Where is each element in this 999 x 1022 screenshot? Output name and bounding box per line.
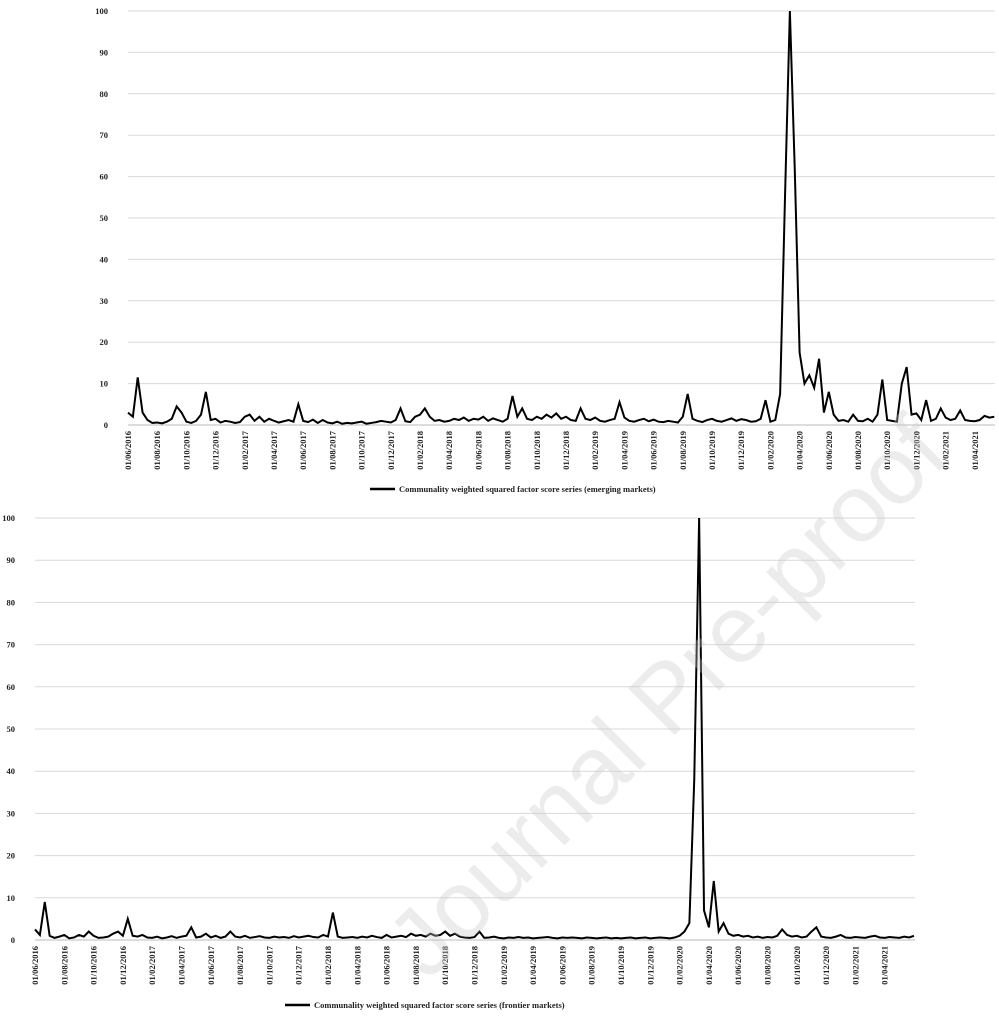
x-tick-label: 01/06/2016 <box>123 431 133 470</box>
x-tick-label: 01/02/2020 <box>675 946 685 985</box>
x-tick-label: 01/02/2018 <box>415 431 425 470</box>
y-tick-label: 40 <box>7 766 16 776</box>
x-tick-label: 01/10/2019 <box>616 946 626 985</box>
x-tick-label: 01/04/2018 <box>444 431 454 470</box>
x-tick-label: 01/12/2018 <box>561 431 571 470</box>
x-tick-label: 01/06/2019 <box>649 431 659 470</box>
x-tick-label: 01/08/2018 <box>411 946 421 985</box>
x-tick-label: 01/08/2017 <box>235 945 245 984</box>
x-tick-label: 01/12/2017 <box>294 945 304 984</box>
x-tick-label: 01/02/2017 <box>147 945 157 984</box>
y-tick-label: 20 <box>100 337 109 347</box>
x-tick-label: 01/08/2019 <box>678 431 688 470</box>
x-tick-label: 01/12/2018 <box>470 946 480 985</box>
x-tick-label: 01/06/2018 <box>473 431 483 470</box>
x-tick-label: 01/04/2017 <box>177 945 187 984</box>
x-tick-label: 01/12/2016 <box>211 431 221 470</box>
x-tick-label: 01/10/2018 <box>440 946 450 985</box>
x-tick-label: 01/10/2016 <box>89 946 99 985</box>
y-tick-label: 0 <box>104 420 108 430</box>
y-tick-label: 10 <box>100 379 109 389</box>
legend-label: Communality weighted squared factor scor… <box>314 1000 565 1010</box>
x-tick-label: 01/02/2017 <box>240 430 250 469</box>
y-tick-label: 100 <box>95 6 108 16</box>
y-tick-label: 30 <box>100 296 109 306</box>
x-tick-label: 01/12/2019 <box>736 431 746 470</box>
y-tick-label: 50 <box>7 724 16 734</box>
x-tick-label: 01/04/2020 <box>795 431 805 470</box>
x-tick-label: 01/06/2019 <box>557 946 567 985</box>
y-tick-label: 80 <box>7 597 16 607</box>
x-tick-label: 01/04/2019 <box>528 946 538 985</box>
y-tick-label: 80 <box>100 89 109 99</box>
data-line <box>34 517 915 940</box>
x-tick-label: 01/12/2016 <box>118 946 128 985</box>
x-tick-label: 01/08/2020 <box>763 946 773 985</box>
x-tick-label: 01/04/2021 <box>970 431 980 470</box>
x-tick-label: 01/04/2019 <box>619 431 629 470</box>
x-tick-label: 01/04/2018 <box>352 946 362 985</box>
x-tick-label: 01/10/2017 <box>357 430 367 469</box>
x-tick-label: 01/10/2020 <box>882 431 892 470</box>
x-tick-label: 01/12/2019 <box>645 946 655 985</box>
x-tick-label: 01/08/2020 <box>853 431 863 470</box>
legend-label: Communality weighted squared factor scor… <box>399 484 656 494</box>
x-tick-label: 01/06/2017 <box>206 945 216 984</box>
x-tick-label: 01/06/2017 <box>298 430 308 469</box>
x-tick-label: 01/10/2017 <box>264 945 274 984</box>
y-tick-label: 100 <box>2 513 15 523</box>
x-tick-label: 01/02/2019 <box>590 431 600 470</box>
x-tick-label: 01/04/2017 <box>269 430 279 469</box>
x-tick-label: 01/08/2016 <box>59 946 69 985</box>
y-tick-label: 60 <box>100 172 109 182</box>
y-tick-label: 40 <box>100 254 109 264</box>
x-tick-label: 01/02/2019 <box>499 946 509 985</box>
chart: 0 10 20 30 40 50 60 70 80 90 100 01/06/2016 01/08/20… <box>95 6 995 494</box>
y-tick-label: 0 <box>11 935 15 945</box>
y-tick-label: 90 <box>100 47 109 57</box>
x-tick-label: 01/02/2020 <box>765 431 775 470</box>
x-tick-label: 01/04/2021 <box>880 946 890 985</box>
y-tick-label: 70 <box>7 640 16 650</box>
x-tick-label: 01/10/2018 <box>532 431 542 470</box>
y-tick-label: 70 <box>100 130 109 140</box>
x-tick-label: 01/06/2018 <box>382 946 392 985</box>
x-tick-label: 01/12/2017 <box>386 430 396 469</box>
x-tick-label: 01/06/2016 <box>30 946 40 985</box>
y-tick-label: 60 <box>7 682 16 692</box>
y-tick-label: 10 <box>7 893 16 903</box>
y-tick-label: 50 <box>100 213 109 223</box>
x-tick-label: 01/02/2018 <box>323 946 333 985</box>
x-tick-label: 01/04/2020 <box>704 946 714 985</box>
data-line <box>127 10 995 425</box>
y-tick-label: 30 <box>7 808 16 818</box>
chart: 0 10 20 30 40 50 60 70 80 90 100 01/06/2016 01/08/20… <box>2 513 915 1010</box>
x-tick-label: 01/02/2021 <box>941 431 951 470</box>
x-tick-label: 01/10/2020 <box>792 946 802 985</box>
x-tick-label: 01/02/2021 <box>850 946 860 985</box>
x-tick-label: 01/12/2020 <box>821 946 831 985</box>
x-tick-label: 01/08/2019 <box>587 946 597 985</box>
x-tick-label: 01/10/2019 <box>707 431 717 470</box>
x-tick-label: 01/12/2020 <box>911 431 921 470</box>
x-tick-label: 01/08/2017 <box>327 430 337 469</box>
y-tick-label: 90 <box>7 555 16 565</box>
x-tick-label: 01/08/2018 <box>503 431 513 470</box>
x-tick-label: 01/08/2016 <box>152 431 162 470</box>
y-tick-label: 20 <box>7 851 16 861</box>
x-tick-label: 01/10/2016 <box>181 431 191 470</box>
x-tick-label: 01/06/2020 <box>733 946 743 985</box>
x-tick-label: 01/06/2020 <box>824 431 834 470</box>
